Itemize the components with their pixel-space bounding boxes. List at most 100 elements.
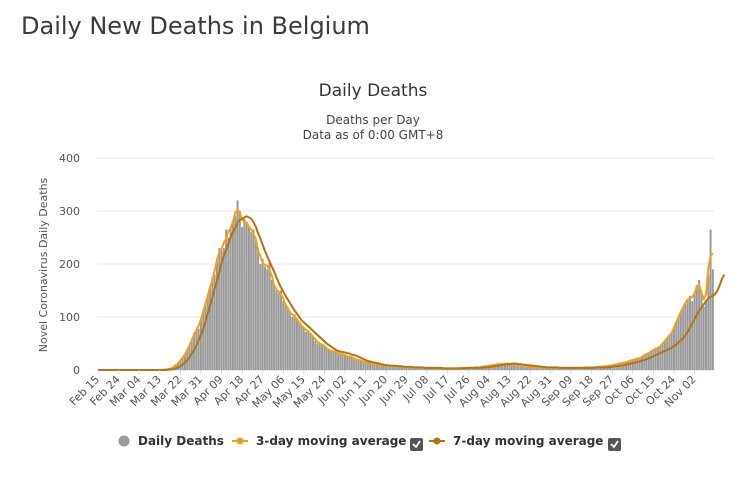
bar-daily-deaths [689, 295, 691, 370]
bar-daily-deaths [595, 367, 598, 370]
bar-daily-deaths [197, 328, 200, 370]
bar-daily-deaths [634, 359, 637, 370]
bar-daily-deaths [236, 200, 239, 370]
legend-point-marker [433, 437, 441, 445]
bar-daily-deaths [405, 366, 408, 370]
bar-daily-deaths [321, 343, 324, 370]
bar-daily-deaths [538, 367, 541, 370]
bar-daily-deaths [572, 367, 575, 370]
bar-daily-deaths [517, 365, 520, 370]
bar-daily-deaths [346, 356, 349, 370]
bar-daily-deaths [362, 361, 365, 370]
bar-daily-deaths [666, 338, 669, 370]
bar-daily-deaths [199, 318, 202, 370]
bar-daily-deaths [469, 367, 472, 370]
bar-daily-deaths [542, 367, 545, 370]
bar-daily-deaths [433, 367, 436, 370]
bar-daily-deaths [241, 226, 244, 370]
bar-daily-deaths [499, 364, 502, 370]
legend-point-marker [236, 437, 244, 445]
bar-daily-deaths [341, 354, 344, 370]
bar-daily-deaths [266, 269, 269, 370]
bar-daily-deaths [357, 359, 360, 370]
bar-daily-deaths [581, 367, 584, 370]
bar-daily-deaths [545, 367, 548, 370]
bar-daily-deaths [293, 314, 296, 370]
y-tick-label: 100 [59, 311, 80, 324]
bar-daily-deaths [211, 277, 214, 370]
bar-daily-deaths [412, 367, 415, 370]
bar-daily-deaths [247, 226, 250, 370]
bar-daily-deaths [579, 367, 582, 370]
bar-daily-deaths [659, 346, 662, 370]
y-tick-label: 300 [59, 205, 80, 218]
bar-daily-deaths [673, 327, 676, 370]
bar-daily-deaths [625, 362, 628, 370]
legend-checkbox[interactable] [608, 438, 621, 451]
bar-daily-deaths [414, 367, 417, 370]
bar-daily-deaths [396, 366, 399, 370]
bar-daily-deaths [330, 350, 333, 370]
bar-daily-deaths [327, 349, 330, 370]
bars-daily-deaths [161, 200, 714, 370]
checkbox-box[interactable] [410, 438, 423, 451]
bar-daily-deaths [657, 347, 660, 370]
bar-daily-deaths [565, 367, 568, 370]
bar-daily-deaths [693, 293, 696, 370]
bar-daily-deaths [645, 354, 648, 370]
bar-daily-deaths [700, 290, 703, 370]
bar-daily-deaths [318, 344, 321, 370]
bar-daily-deaths [225, 229, 228, 370]
bar-daily-deaths [492, 365, 495, 370]
bar-daily-deaths [325, 348, 328, 370]
bar-daily-deaths [334, 351, 337, 370]
bar-daily-deaths [506, 363, 509, 370]
bar-daily-deaths [467, 367, 470, 370]
checkbox-box[interactable] [608, 438, 621, 451]
bar-daily-deaths [421, 367, 424, 370]
legend-marker-daily-deaths [118, 435, 130, 447]
bar-daily-deaths [373, 364, 376, 370]
bar-daily-deaths [570, 367, 573, 370]
bar-daily-deaths [711, 269, 714, 370]
bar-daily-deaths [551, 367, 554, 370]
bar-daily-deaths [279, 290, 282, 370]
bar-daily-deaths [487, 365, 490, 370]
legend-item-label[interactable]: 3-day moving average [256, 434, 406, 448]
bar-daily-deaths [524, 366, 527, 370]
y-tick-label: 0 [73, 364, 80, 377]
bar-daily-deaths [359, 360, 362, 370]
bar-daily-deaths [222, 248, 225, 370]
bar-daily-deaths [295, 318, 298, 370]
bar-daily-deaths [252, 229, 255, 370]
grid-lines [97, 157, 714, 371]
bar-daily-deaths [298, 322, 301, 370]
bar-daily-deaths [522, 365, 525, 370]
bar-daily-deaths [343, 355, 346, 370]
legend-checkbox[interactable] [410, 438, 423, 451]
check-icon [412, 440, 421, 449]
bar-daily-deaths [419, 367, 422, 370]
bar-daily-deaths [698, 279, 701, 370]
bar-daily-deaths [561, 367, 564, 370]
legend-item-label[interactable]: 7-day moving average [453, 434, 603, 448]
bar-daily-deaths [563, 367, 566, 370]
bar-daily-deaths [613, 364, 616, 370]
bar-daily-deaths [391, 366, 394, 370]
bar-daily-deaths [227, 237, 230, 370]
bar-daily-deaths [567, 367, 570, 370]
bar-daily-deaths [401, 366, 404, 370]
bar-daily-deaths [394, 366, 397, 370]
bar-daily-deaths [366, 362, 369, 370]
bar-daily-deaths [305, 331, 308, 370]
bar-daily-deaths [622, 362, 625, 370]
bar-daily-deaths [423, 367, 426, 370]
bar-daily-deaths [519, 365, 522, 370]
legend-item-label[interactable]: Daily Deaths [138, 434, 224, 448]
bar-daily-deaths [204, 303, 207, 370]
bar-daily-deaths [261, 258, 264, 370]
bar-daily-deaths [641, 356, 644, 370]
bar-daily-deaths [691, 301, 694, 370]
bar-daily-deaths [375, 364, 378, 370]
